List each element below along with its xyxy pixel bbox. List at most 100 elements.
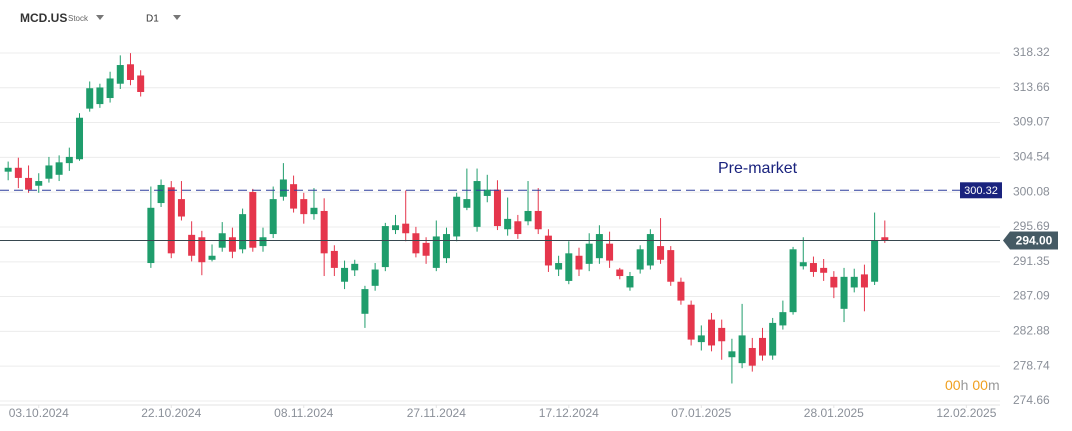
- candle-body: [412, 233, 420, 254]
- candle-body: [137, 75, 145, 92]
- countdown: 00h 00m: [945, 377, 1000, 393]
- y-tick-label: 313.66: [1013, 80, 1050, 94]
- candle-body: [687, 304, 695, 340]
- candle-body: [76, 117, 84, 160]
- candle-body: [361, 289, 369, 314]
- candle-body: [840, 276, 848, 309]
- candle-body: [96, 87, 104, 105]
- symbol: MCD.US: [20, 11, 67, 25]
- candle-body: [402, 223, 410, 234]
- candle-body: [371, 269, 379, 286]
- candle-body: [677, 281, 685, 301]
- instrument-kind: Stock: [68, 14, 89, 23]
- candle-body: [25, 177, 33, 190]
- candle-body: [351, 263, 359, 271]
- y-tick-label: 309.07: [1013, 115, 1050, 129]
- candle-body: [392, 225, 400, 231]
- candle-body: [310, 207, 318, 215]
- candle-body: [769, 322, 777, 356]
- candle-body: [708, 319, 716, 346]
- annotation: Pre-market: [718, 160, 798, 177]
- x-tick-label: 17.12.2024: [539, 406, 599, 420]
- y-tick-label: 295.69: [1013, 219, 1050, 233]
- candle-body: [626, 276, 634, 288]
- candle-body: [422, 242, 430, 256]
- candle-body: [269, 199, 277, 235]
- dropdown-arrow[interactable]: [173, 15, 181, 20]
- candle-body: [208, 255, 216, 260]
- y-tick-label: 291.35: [1013, 254, 1050, 268]
- candle-body: [4, 167, 12, 172]
- candle-body: [585, 243, 593, 264]
- candle-body: [575, 255, 583, 270]
- y-tick-label: 304.54: [1013, 150, 1050, 164]
- candle-body: [493, 189, 501, 227]
- candle-body: [534, 210, 542, 230]
- candle-body: [820, 267, 828, 273]
- candle-body: [341, 267, 349, 282]
- candle-body: [453, 196, 461, 237]
- dropdown-arrow[interactable]: [96, 15, 104, 20]
- candle-body: [279, 179, 287, 197]
- y-tick-label: 282.88: [1013, 324, 1050, 338]
- candle-body: [320, 210, 328, 254]
- candle-body: [799, 262, 807, 267]
- x-tick-label: 08.11.2024: [274, 406, 333, 420]
- candle-body: [188, 234, 196, 256]
- candle-body: [504, 218, 512, 230]
- candle-body: [116, 65, 124, 84]
- candle-body: [565, 253, 573, 281]
- candle-body: [748, 347, 756, 366]
- candle-body: [147, 207, 155, 264]
- candle-body: [728, 351, 736, 358]
- candle-body: [657, 246, 665, 260]
- countdown-unit: m: [988, 377, 1000, 393]
- interval[interactable]: D1: [146, 14, 159, 25]
- candle-body: [35, 181, 43, 186]
- candle-body: [157, 184, 165, 204]
- countdown-unit: h: [961, 377, 969, 393]
- candle-body: [789, 249, 797, 313]
- candle-body: [290, 184, 298, 209]
- candle-body: [14, 167, 22, 178]
- candle-body: [228, 237, 236, 252]
- candle-body: [300, 199, 308, 215]
- x-tick-label: 12.02.2025: [936, 406, 996, 420]
- candle-body: [595, 234, 603, 259]
- candle-body: [718, 327, 726, 342]
- candle-body: [167, 187, 175, 254]
- candle-body: [850, 276, 858, 288]
- candle-body: [198, 237, 206, 263]
- candle-body: [86, 88, 94, 109]
- candle-body: [697, 335, 705, 343]
- candle-body: [259, 237, 267, 247]
- candle-body: [779, 312, 787, 326]
- candle-body: [381, 226, 389, 268]
- candle-body: [871, 240, 879, 282]
- candle-body: [524, 210, 532, 222]
- candle-body: [65, 156, 73, 164]
- candle-body: [809, 263, 817, 272]
- countdown-minutes: 00: [972, 377, 988, 393]
- candle-body: [667, 250, 675, 282]
- x-tick-label: 27.11.2024: [407, 406, 466, 420]
- x-tick-label: 07.01.2025: [671, 406, 731, 420]
- candle-body: [830, 276, 838, 288]
- candle-body: [544, 235, 552, 266]
- price-label: 300.32: [964, 185, 998, 197]
- candle-body: [126, 64, 134, 80]
- candle-body: [758, 337, 766, 356]
- candle-body: [555, 263, 563, 270]
- countdown-hours: 00: [945, 377, 961, 393]
- candle-body: [177, 199, 185, 217]
- candle-body: [55, 162, 63, 175]
- price-label-box: [1003, 231, 1058, 250]
- candle-body: [106, 78, 114, 99]
- y-tick-label: 274.66: [1013, 393, 1050, 407]
- candle-body: [432, 236, 440, 268]
- y-tick-label: 300.08: [1013, 184, 1050, 198]
- candle-body: [239, 214, 247, 250]
- candle-body: [881, 237, 889, 241]
- price-label: 294.00: [1016, 234, 1053, 248]
